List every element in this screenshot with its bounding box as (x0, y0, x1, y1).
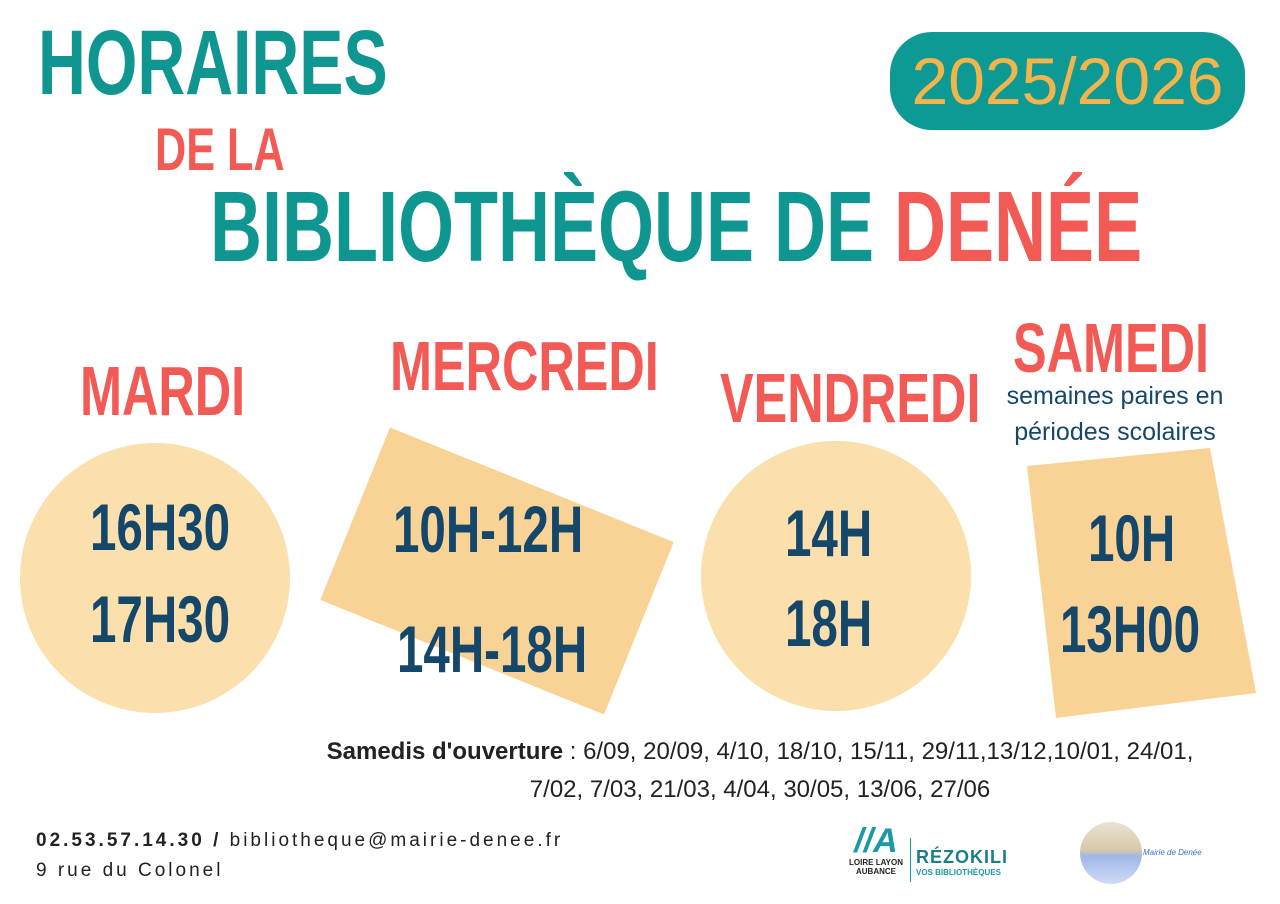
day-vendredi: VENDREDI (720, 359, 981, 437)
logo-divider (910, 838, 911, 882)
saturday-dates-line1: : 6/09, 20/09, 4/10, 18/10, 15/11, 29/11… (563, 738, 1194, 765)
title-denee: DENÉE (894, 171, 1143, 283)
mercredi-time-afternoon: 14H-18H (397, 612, 588, 686)
saturday-dates: Samedis d'ouverture : 6/09, 20/09, 4/10,… (250, 733, 1270, 809)
samedi-subtitle-line1: semaines paires en (1006, 382, 1224, 410)
mardi-time-start: 16H30 (90, 490, 231, 564)
day-mardi: MARDI (80, 352, 246, 430)
vendredi-time-end: 18H (785, 586, 873, 660)
phone: 02.53.57.14.30 (36, 830, 205, 851)
contact-info: 02.53.57.14.30 / bibliotheque@mairie-den… (36, 826, 563, 886)
day-samedi: SAMEDI (1013, 309, 1210, 387)
vendredi-circle (701, 441, 971, 711)
rezokili-logo: RÉZOKILI VOS BIBLIOTHÈQUES (916, 847, 1008, 877)
mairie-denee-logo-text: Mairie de Denée (1143, 848, 1202, 857)
email: bibliotheque@mairie-denee.fr (229, 830, 564, 851)
separator: / (204, 830, 230, 851)
day-mercredi: MERCREDI (390, 327, 659, 405)
samedi-time-start: 10H (1088, 501, 1176, 575)
mercredi-time-morning: 10H-12H (393, 492, 584, 566)
saturday-dates-line2: 7/02, 7/03, 21/03, 4/04, 30/05, 13/06, 2… (529, 776, 991, 803)
samedi-subtitle: semaines paires en périodes scolaires (975, 378, 1255, 450)
title-de-la: DE LA (155, 116, 285, 183)
loire-layon-aubance-logo: //A LOIRE LAYON AUBANCE (849, 822, 903, 876)
mairie-denee-logo-emblem (1080, 822, 1142, 884)
saturday-label: Samedis d'ouverture (326, 738, 564, 765)
title-horaires: HORAIRES (38, 12, 388, 114)
samedi-subtitle-line2: périodes scolaires (1014, 418, 1216, 446)
title-bibliotheque: BIBLIOTHÈQUE DE DENÉE (210, 177, 1142, 277)
title-bibliotheque-part1: BIBLIOTHÈQUE DE (210, 171, 895, 283)
samedi-time-end: 13H00 (1060, 592, 1201, 666)
vendredi-time-start: 14H (785, 496, 873, 570)
year-badge: 2025/2026 (890, 32, 1245, 130)
mardi-circle (20, 443, 290, 713)
mardi-time-end: 17H30 (90, 582, 231, 656)
address: 9 rue du Colonel (36, 860, 224, 881)
